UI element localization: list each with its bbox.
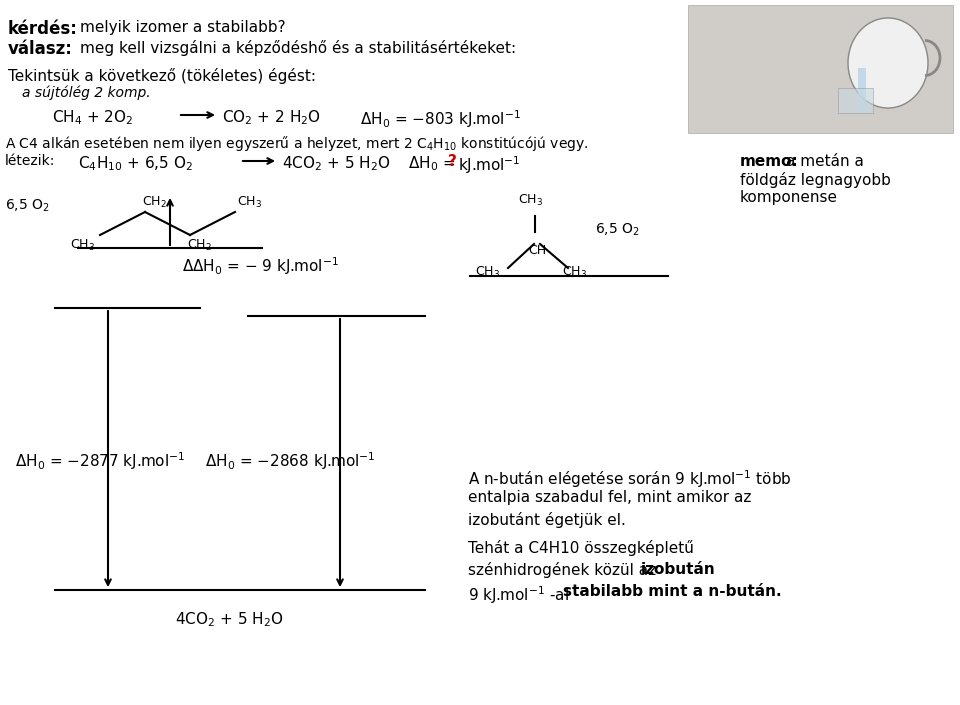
Bar [838, 88, 873, 113]
Text: ?: ? [448, 154, 457, 169]
Bar [858, 68, 866, 113]
Text: $\Delta$H$_0$ = $-$803 kJ.mol$^{-1}$: $\Delta$H$_0$ = $-$803 kJ.mol$^{-1}$ [360, 108, 521, 130]
Text: $\Delta$H$_0$ = $-$2877 kJ.mol$^{-1}$: $\Delta$H$_0$ = $-$2877 kJ.mol$^{-1}$ [15, 450, 185, 472]
Text: meg kell vizsgálni a képződéshő és a stabilitásértékeket:: meg kell vizsgálni a képződéshő és a sta… [80, 40, 516, 56]
Text: létezik:: létezik: [5, 154, 56, 168]
Text: kérdés:: kérdés: [8, 20, 78, 38]
Text: CH$_3$: CH$_3$ [562, 265, 588, 280]
Text: 6,5 O$_2$: 6,5 O$_2$ [595, 222, 639, 238]
Bar [688, 5, 953, 133]
Text: a metán a: a metán a [786, 154, 864, 169]
Ellipse shape [848, 18, 928, 108]
Text: $\Delta$H$_0$ =: $\Delta$H$_0$ = [408, 154, 457, 173]
Text: 6,5 O$_2$: 6,5 O$_2$ [5, 198, 50, 214]
Text: CH: CH [528, 244, 546, 257]
Text: komponense: komponense [740, 190, 838, 205]
Text: CH$_3$: CH$_3$ [475, 265, 500, 280]
Text: CH$_3$: CH$_3$ [70, 238, 95, 253]
Text: izobután: izobután [641, 562, 716, 577]
Text: C$_4$H$_{10}$ + 6,5 O$_2$: C$_4$H$_{10}$ + 6,5 O$_2$ [78, 154, 193, 173]
Text: memo:: memo: [740, 154, 799, 169]
Text: CH$_3$: CH$_3$ [237, 195, 262, 210]
Text: $\Delta\Delta$H$_0$ = $-$ 9 kJ.mol$^{-1}$: $\Delta\Delta$H$_0$ = $-$ 9 kJ.mol$^{-1}… [182, 255, 339, 276]
Text: Tehát a C4H10 összegképletű: Tehát a C4H10 összegképletű [468, 540, 694, 556]
Text: kJ.mol$^{-1}$: kJ.mol$^{-1}$ [458, 154, 520, 176]
Text: 4CO$_2$ + 5 H$_2$O: 4CO$_2$ + 5 H$_2$O [175, 610, 284, 629]
Text: entalpia szabadul fel, mint amikor az: entalpia szabadul fel, mint amikor az [468, 490, 752, 505]
Text: CH$_4$ + 2O$_2$: CH$_4$ + 2O$_2$ [52, 108, 133, 127]
Text: $\Delta$H$_0$ = $-$2868 kJ.mol$^{-1}$: $\Delta$H$_0$ = $-$2868 kJ.mol$^{-1}$ [205, 450, 375, 472]
Text: CH$_3$: CH$_3$ [518, 193, 543, 208]
Text: CO$_2$ + 2 H$_2$O: CO$_2$ + 2 H$_2$O [222, 108, 321, 127]
Text: izobutánt égetjük el.: izobutánt égetjük el. [468, 512, 626, 528]
Text: CH$_2$: CH$_2$ [142, 195, 167, 210]
Text: 4CO$_2$ + 5 H$_2$O: 4CO$_2$ + 5 H$_2$O [282, 154, 391, 173]
Text: A C4 alkán esetében nem ilyen egyszerű a helyzet, mert 2 C$_4$H$_{10}$ konstitúc: A C4 alkán esetében nem ilyen egyszerű a… [5, 134, 588, 153]
Text: stabilabb mint a n-bután.: stabilabb mint a n-bután. [563, 584, 781, 599]
Text: CH$_2$: CH$_2$ [187, 238, 212, 253]
Text: szénhidrogének közül az: szénhidrogének közül az [468, 562, 661, 578]
Text: válasz:: válasz: [8, 40, 73, 58]
Text: Tekintsük a következő (tökéletes) égést:: Tekintsük a következő (tökéletes) égést: [8, 68, 316, 84]
Text: melyik izomer a stabilabb?: melyik izomer a stabilabb? [80, 20, 286, 35]
Text: a sújtólég 2 komp.: a sújtólég 2 komp. [22, 86, 151, 101]
Text: földgáz legnagyobb: földgáz legnagyobb [740, 172, 891, 188]
Text: A n-bután elégetése során 9 kJ.mol$^{-1}$ több: A n-bután elégetése során 9 kJ.mol$^{-1}… [468, 468, 792, 490]
Text: 9 kJ.mol$^{-1}$ -al: 9 kJ.mol$^{-1}$ -al [468, 584, 570, 606]
